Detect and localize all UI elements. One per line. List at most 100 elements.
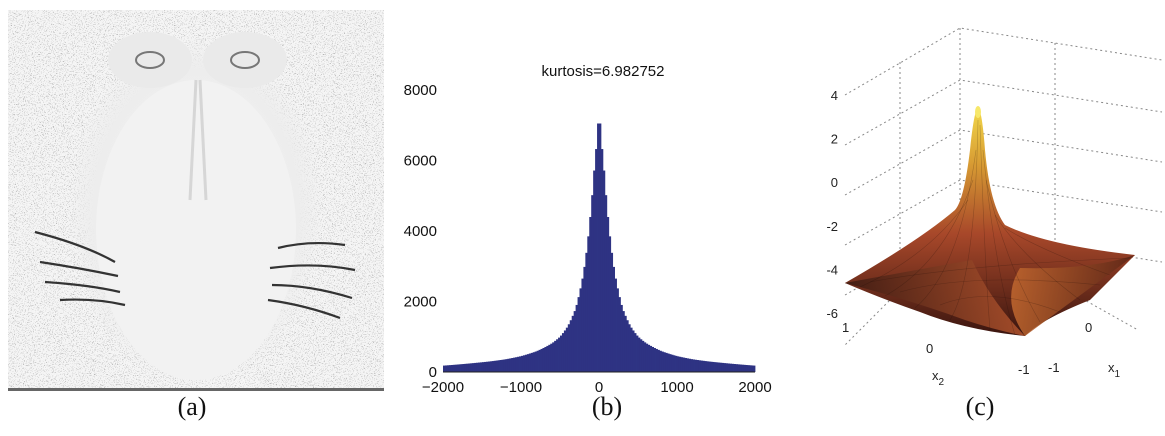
histogram-bar [743,364,746,372]
histogram-bar [530,352,534,372]
histogram-bar [556,339,559,372]
histogram-bar [638,337,641,372]
x2-axis-ticks: 1 0 -1 [842,320,1030,377]
histogram-bar [526,354,530,372]
histogram-bar [575,304,578,372]
panel-b: kurtosis=6.982752 −2000 −1000 0 1000 2000 0 20… [395,0,790,400]
x-tick-label: 2000 [738,379,771,396]
x2-axis-label: x2 [932,368,945,388]
histogram-bar [534,351,537,372]
histogram-bar [505,359,508,372]
histogram-bar [495,360,498,372]
histogram-bar [540,348,543,372]
y-tick-label: 4000 [404,223,437,240]
z-axis-ticks: 4 2 0 -2 -4 -6 [826,88,838,321]
histogram-bar [587,236,590,372]
histogram-bar [491,361,495,372]
histogram-bar [536,350,539,372]
histogram-bar [604,195,608,372]
histogram-bar [448,365,452,372]
histogram-bar [753,365,756,372]
histogram-bar [521,355,524,372]
histogram-bar [747,365,750,372]
histogram-bar [727,363,731,372]
caption-b: (b) [591,392,623,421]
histogram-bar [702,360,705,372]
histogram-bar [686,358,690,372]
histogram-bar [462,364,465,372]
histogram-bar [634,333,637,372]
histogram-bar [528,353,532,372]
histogram-bar [749,365,752,372]
histogram-bar [509,358,512,372]
histogram-bars [443,123,756,373]
histogram-bar [558,337,561,372]
histogram-bar [719,362,723,372]
histogram-axes: −2000 −1000 0 1000 2000 0 2000 4000 6000 8000 [404,82,772,396]
histogram-bar [721,362,725,372]
histogram-bar [704,361,707,372]
histogram-bar [651,346,654,372]
histogram-bar [647,344,651,372]
histogram-bar [655,348,658,372]
histogram-bar [716,362,719,372]
histogram-bar [700,360,703,372]
histogram-bar [444,365,448,372]
z-tick-label: 0 [831,175,838,190]
histogram-bar [472,363,475,372]
histogram-bar [710,361,713,372]
histogram-bar [698,360,701,372]
histogram-bar [482,362,485,372]
histogram-bar [497,360,500,372]
histogram-bar [544,346,547,372]
histogram-bar [585,252,588,372]
histogram-bar [645,343,649,372]
histogram-bar [659,350,662,372]
histogram-bar [653,347,656,372]
histogram-bar [560,335,563,372]
histogram-bar [639,339,643,372]
x-tick-label: 1000 [660,379,693,396]
histogram-bar [485,361,489,372]
histogram-bar [503,359,506,372]
histogram-bar [669,354,672,372]
histogram-bar [515,357,518,372]
histogram-bar [684,358,688,372]
caption-a: (a) [177,392,207,421]
histogram-bar [708,361,711,372]
histogram-bar [667,353,670,372]
histogram-bar [550,343,553,372]
histogram-bar [546,345,549,372]
z-tick-label: -4 [826,262,838,277]
histogram-bar [513,357,516,372]
histogram-bar [616,288,619,372]
histogram-bar [618,297,621,372]
histogram-bar [729,363,732,372]
histogram-bar [663,352,666,372]
histogram-bar [538,349,541,372]
histogram-bar [519,356,522,372]
histogram-bar [682,357,686,372]
histogram-bar [673,355,676,372]
histogram-bar [511,358,514,372]
histogram-bar [501,359,504,372]
histogram-bar [741,364,744,372]
histogram-bar [643,342,647,372]
histogram-bar [450,364,454,372]
histogram-bar [606,217,610,372]
histogram-bar [620,304,623,372]
y-tick-label: 8000 [404,82,437,99]
histogram-bar [599,123,602,373]
chart-title: kurtosis=6.982752 [541,63,664,80]
histogram-bar [452,364,456,372]
histogram-bar [688,358,692,372]
histogram-bar [591,195,594,372]
histogram-bar [567,324,571,372]
histogram-bar [593,170,596,372]
histogram-bar [723,363,727,372]
histogram-bar [561,333,565,372]
histogram-bar [614,278,617,372]
z-tick-label: 4 [831,88,838,103]
y-tick-label: 2000 [404,294,437,311]
histogram-bar [571,315,575,372]
